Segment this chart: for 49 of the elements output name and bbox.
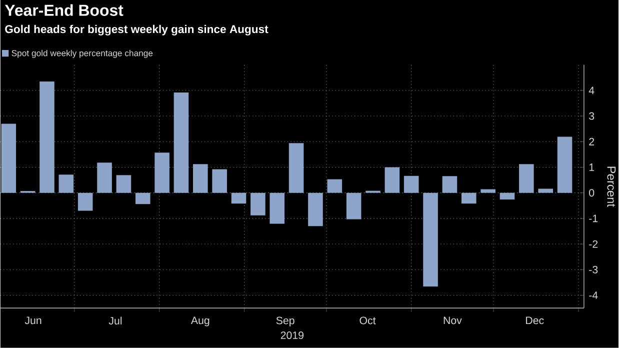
x-tick-label: Nov xyxy=(444,316,462,324)
bar xyxy=(500,192,515,200)
bar xyxy=(308,192,323,226)
bar xyxy=(270,192,285,224)
bar xyxy=(78,192,93,211)
y-tick-label: 4 xyxy=(588,86,594,94)
bar xyxy=(519,164,534,193)
y-tick-label: -4 xyxy=(589,292,598,299)
bar xyxy=(288,143,304,193)
y-tick-label: 1 xyxy=(589,164,594,171)
bar xyxy=(1,124,16,193)
bar xyxy=(384,167,400,193)
legend-label: Spot gold weekly percentage change xyxy=(12,50,153,58)
bar xyxy=(231,192,246,204)
bar xyxy=(346,192,362,220)
bar xyxy=(557,136,572,193)
y-tick-label: -3 xyxy=(589,266,598,274)
y-tick-label: -1 xyxy=(589,214,598,222)
x-tick-label: Sep xyxy=(276,316,294,326)
bar xyxy=(461,192,476,204)
bar xyxy=(442,176,458,193)
y-tick-label: 2 xyxy=(589,138,594,146)
x-tick-label: Dec xyxy=(526,316,544,324)
chart-title: Year-End Boost xyxy=(4,4,124,16)
x-tick-label: Aug xyxy=(190,316,210,326)
x-tick-label: Jul xyxy=(108,316,122,325)
bar xyxy=(154,152,170,193)
y-tick-label: 3 xyxy=(589,112,594,120)
bar xyxy=(135,192,150,204)
x-axis-title: 2019 xyxy=(280,332,304,340)
y-tick-label: -2 xyxy=(589,240,598,248)
y-tick-label: 0 xyxy=(589,189,594,197)
bar xyxy=(212,169,227,193)
bar xyxy=(58,174,74,193)
bar xyxy=(538,188,553,193)
bar xyxy=(193,164,208,193)
y-axis-title: Percent xyxy=(607,166,616,207)
bar xyxy=(250,192,266,216)
bar xyxy=(327,179,342,193)
x-tick-label: Jun xyxy=(24,316,42,324)
bar xyxy=(423,192,438,287)
bar xyxy=(480,189,496,193)
bar xyxy=(404,176,419,193)
bar xyxy=(174,92,189,193)
chart-subtitle: Gold heads for biggest weekly gain since August xyxy=(5,24,268,36)
bar xyxy=(116,175,132,193)
bar xyxy=(40,81,54,193)
x-tick-label: Oct xyxy=(360,316,376,324)
bar xyxy=(97,162,112,193)
